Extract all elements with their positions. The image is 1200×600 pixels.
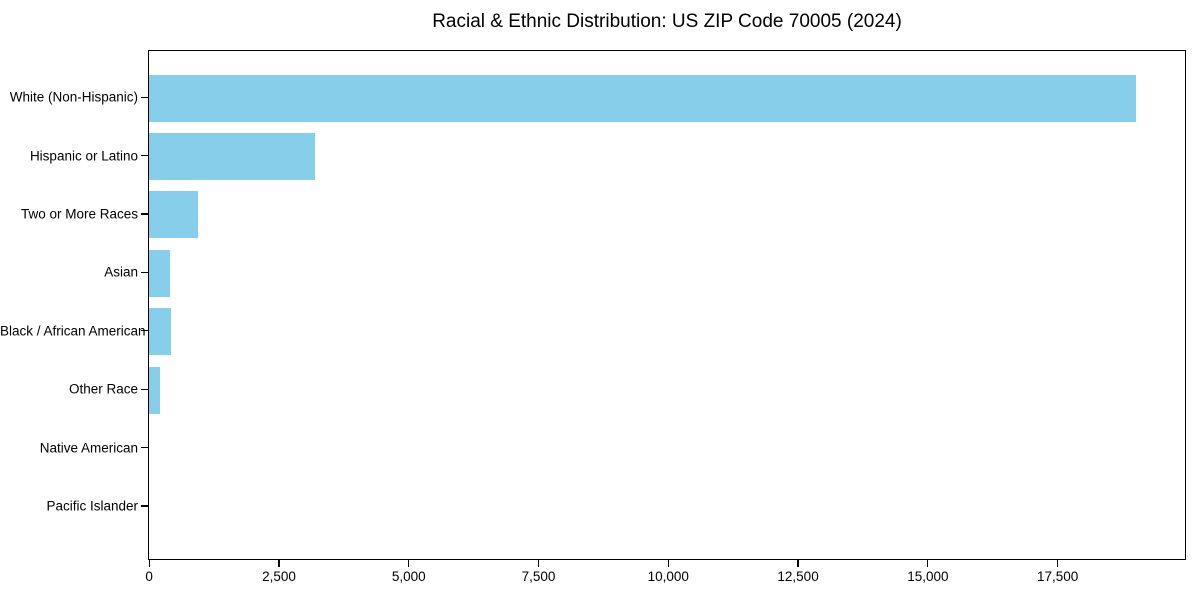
- x-tick-mark: [927, 560, 929, 567]
- x-tick-label: 17,500: [1036, 569, 1079, 584]
- y-tick-mark: [141, 271, 148, 273]
- y-tick-mark: [141, 155, 148, 157]
- x-tick-mark: [148, 560, 150, 567]
- x-tick-mark: [667, 560, 669, 567]
- x-tick-label: 12,500: [777, 569, 819, 584]
- y-axis-label: Native American: [39, 440, 138, 456]
- x-tick-label: 10,000: [647, 569, 689, 584]
- y-tick-mark: [141, 505, 148, 507]
- bar-row: [149, 478, 1185, 536]
- x-tick-label: 7,500: [521, 569, 556, 584]
- y-tick-mark: [141, 96, 148, 98]
- bar-row: [149, 361, 1185, 419]
- y-axis-label: Asian: [104, 264, 138, 280]
- y-tick-mark: [141, 388, 148, 390]
- bar-row: [149, 186, 1185, 244]
- y-tick-mark: [141, 447, 148, 449]
- y-axis-label: Pacific Islander: [46, 498, 138, 514]
- bar: [149, 366, 160, 414]
- x-tick-mark: [278, 560, 280, 567]
- y-tick-mark: [141, 213, 148, 215]
- bar: [149, 133, 316, 181]
- x-tick-label: 5,000: [391, 569, 426, 584]
- bar: [149, 249, 170, 297]
- bar-row: [149, 419, 1185, 477]
- bar-row: [149, 303, 1185, 361]
- x-tick-mark: [408, 560, 410, 567]
- y-axis-label: White (Non-Hispanic): [9, 89, 138, 105]
- chart-title: Racial & Ethnic Distribution: US ZIP Cod…: [432, 11, 902, 32]
- x-tick-mark: [797, 560, 799, 567]
- y-axis-label: Two or More Races: [20, 206, 138, 222]
- y-axis-label: Hispanic or Latino: [29, 148, 138, 164]
- x-tick-mark: [1057, 560, 1059, 567]
- y-axis-label: Black / African American: [0, 323, 146, 339]
- bar: [149, 191, 199, 239]
- y-tick-mark: [141, 330, 148, 332]
- x-tick-label: 15,000: [907, 569, 949, 584]
- bar-row: [149, 127, 1185, 185]
- x-tick-label: 2,500: [262, 569, 296, 584]
- x-tick-mark: [537, 560, 540, 567]
- x-tick-label: 0: [145, 569, 153, 584]
- bar-row: [149, 244, 1185, 302]
- bar-row: [149, 69, 1185, 127]
- y-axis-label: Other Race: [68, 381, 138, 397]
- bar: [149, 74, 1136, 122]
- bar: [149, 308, 172, 356]
- plot-area: [148, 50, 1186, 560]
